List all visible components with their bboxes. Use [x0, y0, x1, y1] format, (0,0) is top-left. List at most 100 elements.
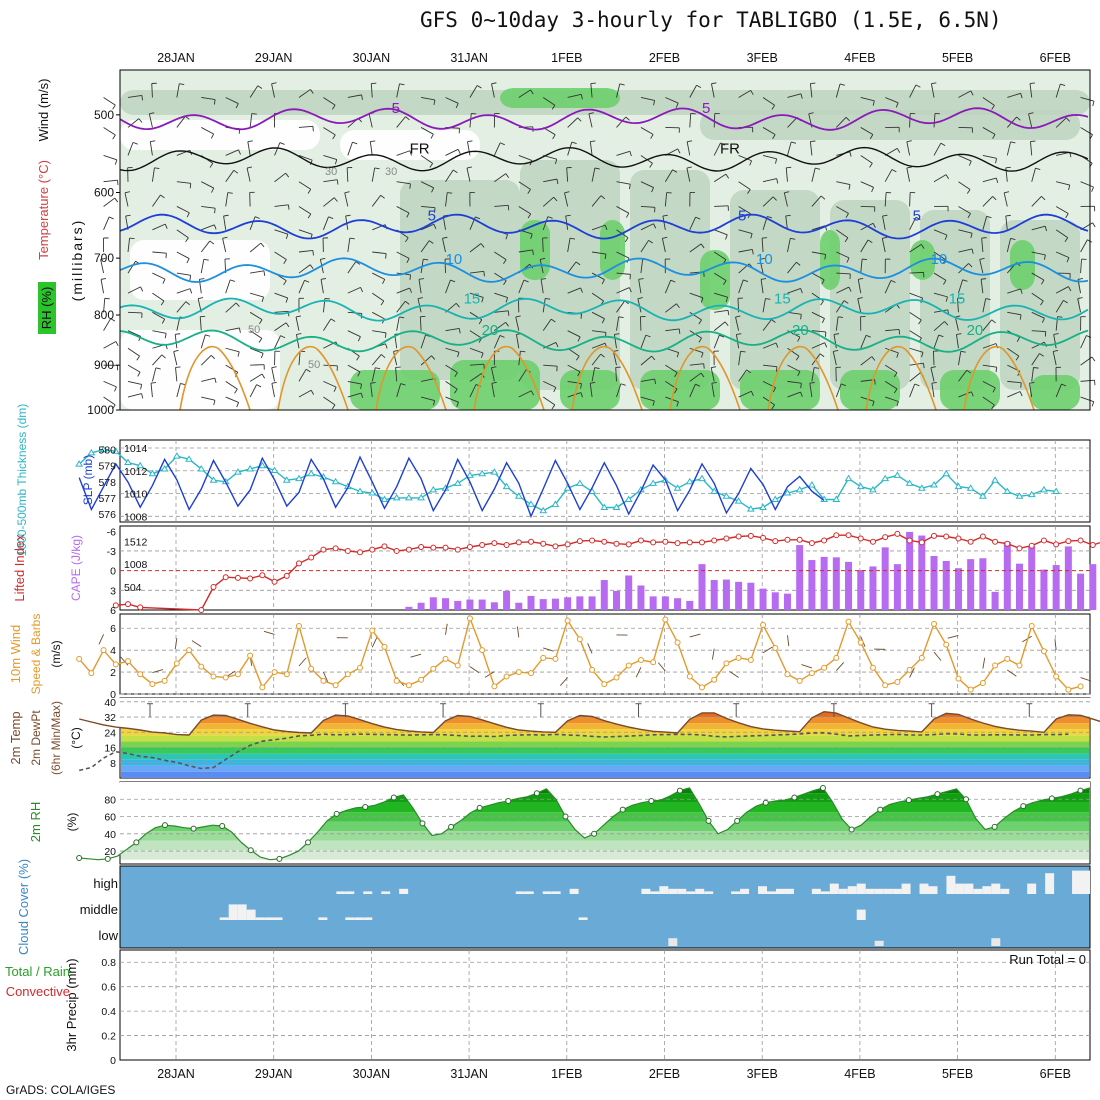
wind-barb [577, 117, 582, 122]
lifted-index-point [234, 574, 241, 581]
rh-tick-label: 80 [104, 794, 116, 806]
wind-barb [421, 97, 435, 101]
lifted-index-point [1053, 541, 1060, 548]
wind-barb [703, 363, 705, 369]
wind-barb [906, 140, 912, 143]
thickness-point [87, 448, 96, 456]
wind-barb [872, 223, 876, 228]
wind-barb [103, 298, 106, 313]
wind-barb [176, 288, 191, 294]
wind-barb [931, 381, 937, 384]
wind-barb [552, 134, 556, 140]
wind-barb [920, 244, 925, 249]
lifted-index-point [503, 542, 510, 549]
wind-barb [962, 279, 968, 282]
wind-barb [648, 239, 654, 244]
wind-barb [409, 150, 412, 156]
wind-barb [371, 167, 376, 182]
wind-barb [225, 364, 238, 373]
wind-barb [821, 279, 825, 285]
wind-barb [580, 313, 583, 319]
slp-tick-label: 1010 [124, 489, 148, 501]
wind-barb [540, 257, 546, 260]
wind-barb [675, 102, 679, 108]
wind-barb [114, 197, 119, 203]
date-label-top: 4FEB [844, 51, 875, 65]
rh-point [1077, 787, 1084, 794]
wind-barb [640, 259, 644, 274]
wind-barb [274, 172, 286, 183]
wind-barb [567, 287, 581, 294]
wind-barb [120, 656, 129, 666]
cape-bar [637, 585, 645, 610]
wind-barb [103, 97, 116, 106]
wind-speed-point [259, 684, 266, 691]
wind-barb [456, 401, 459, 407]
wind-barb [556, 179, 559, 185]
wind-barb [762, 127, 776, 135]
wind-barb [652, 400, 655, 406]
wind-barb [396, 83, 400, 98]
precip-axis-label: 3hr Precip (mm) [64, 958, 79, 1051]
wind-barb [259, 319, 263, 325]
wind-barb [665, 328, 680, 332]
wind-barb [298, 155, 313, 161]
wind-barb [945, 296, 948, 302]
wind-barb [213, 224, 217, 230]
wind-barb [933, 251, 946, 261]
wind-barb [100, 259, 105, 274]
wind-barb [469, 270, 484, 274]
wind-barb [189, 183, 192, 189]
wind-barb [355, 261, 361, 265]
wind-barb [1055, 117, 1067, 128]
wind-barb [1060, 83, 1066, 87]
lifted-index-point [760, 534, 767, 541]
thickness-point [1015, 492, 1024, 499]
wind-barb [274, 204, 289, 207]
cloud-bar-high [811, 888, 821, 894]
wind-barb [1031, 168, 1036, 182]
wind-barb [1010, 141, 1016, 144]
lifted-index-point [320, 546, 327, 553]
wind-barb [576, 355, 580, 361]
wind-barb [210, 354, 216, 360]
wind-barb [380, 194, 385, 199]
wind-barb [795, 355, 800, 361]
wind-speed-point [906, 666, 913, 673]
wind-barb [515, 315, 521, 318]
wind-barb [982, 177, 997, 183]
cape-bar [503, 590, 511, 610]
wind-barb [689, 384, 696, 398]
wind-barb [393, 349, 399, 352]
cloud-bar-middle [228, 904, 238, 920]
wind-barb [909, 113, 911, 128]
wind-barb [1007, 391, 1021, 398]
wind-barb [884, 192, 887, 207]
rh-point [934, 791, 941, 798]
wind-barb [375, 367, 381, 370]
wind-barb [127, 142, 134, 156]
date-label-bottom: 6FEB [1040, 1067, 1071, 1081]
wind-barb [896, 401, 899, 407]
wind-barb [956, 333, 962, 335]
wind-barb [771, 404, 775, 410]
rh-color-band [121, 821, 1089, 832]
wind-tick-label: 4 [110, 645, 116, 657]
cape-bar [1003, 541, 1011, 610]
wind-barb [882, 216, 886, 230]
wind-barb [518, 390, 532, 398]
wind-barb [759, 257, 765, 260]
precip-tick-label: 0 [110, 1055, 116, 1067]
wind-speed-point [808, 670, 815, 677]
wind-barb [1041, 279, 1045, 285]
thickness-point [783, 489, 792, 496]
wind-barb [848, 184, 851, 190]
wind-barb [127, 393, 142, 398]
wind-barb [431, 187, 435, 193]
wind-barb [811, 272, 825, 281]
wind-barb [955, 315, 961, 318]
wind-barb [542, 97, 556, 106]
wind-barb [1028, 113, 1033, 128]
